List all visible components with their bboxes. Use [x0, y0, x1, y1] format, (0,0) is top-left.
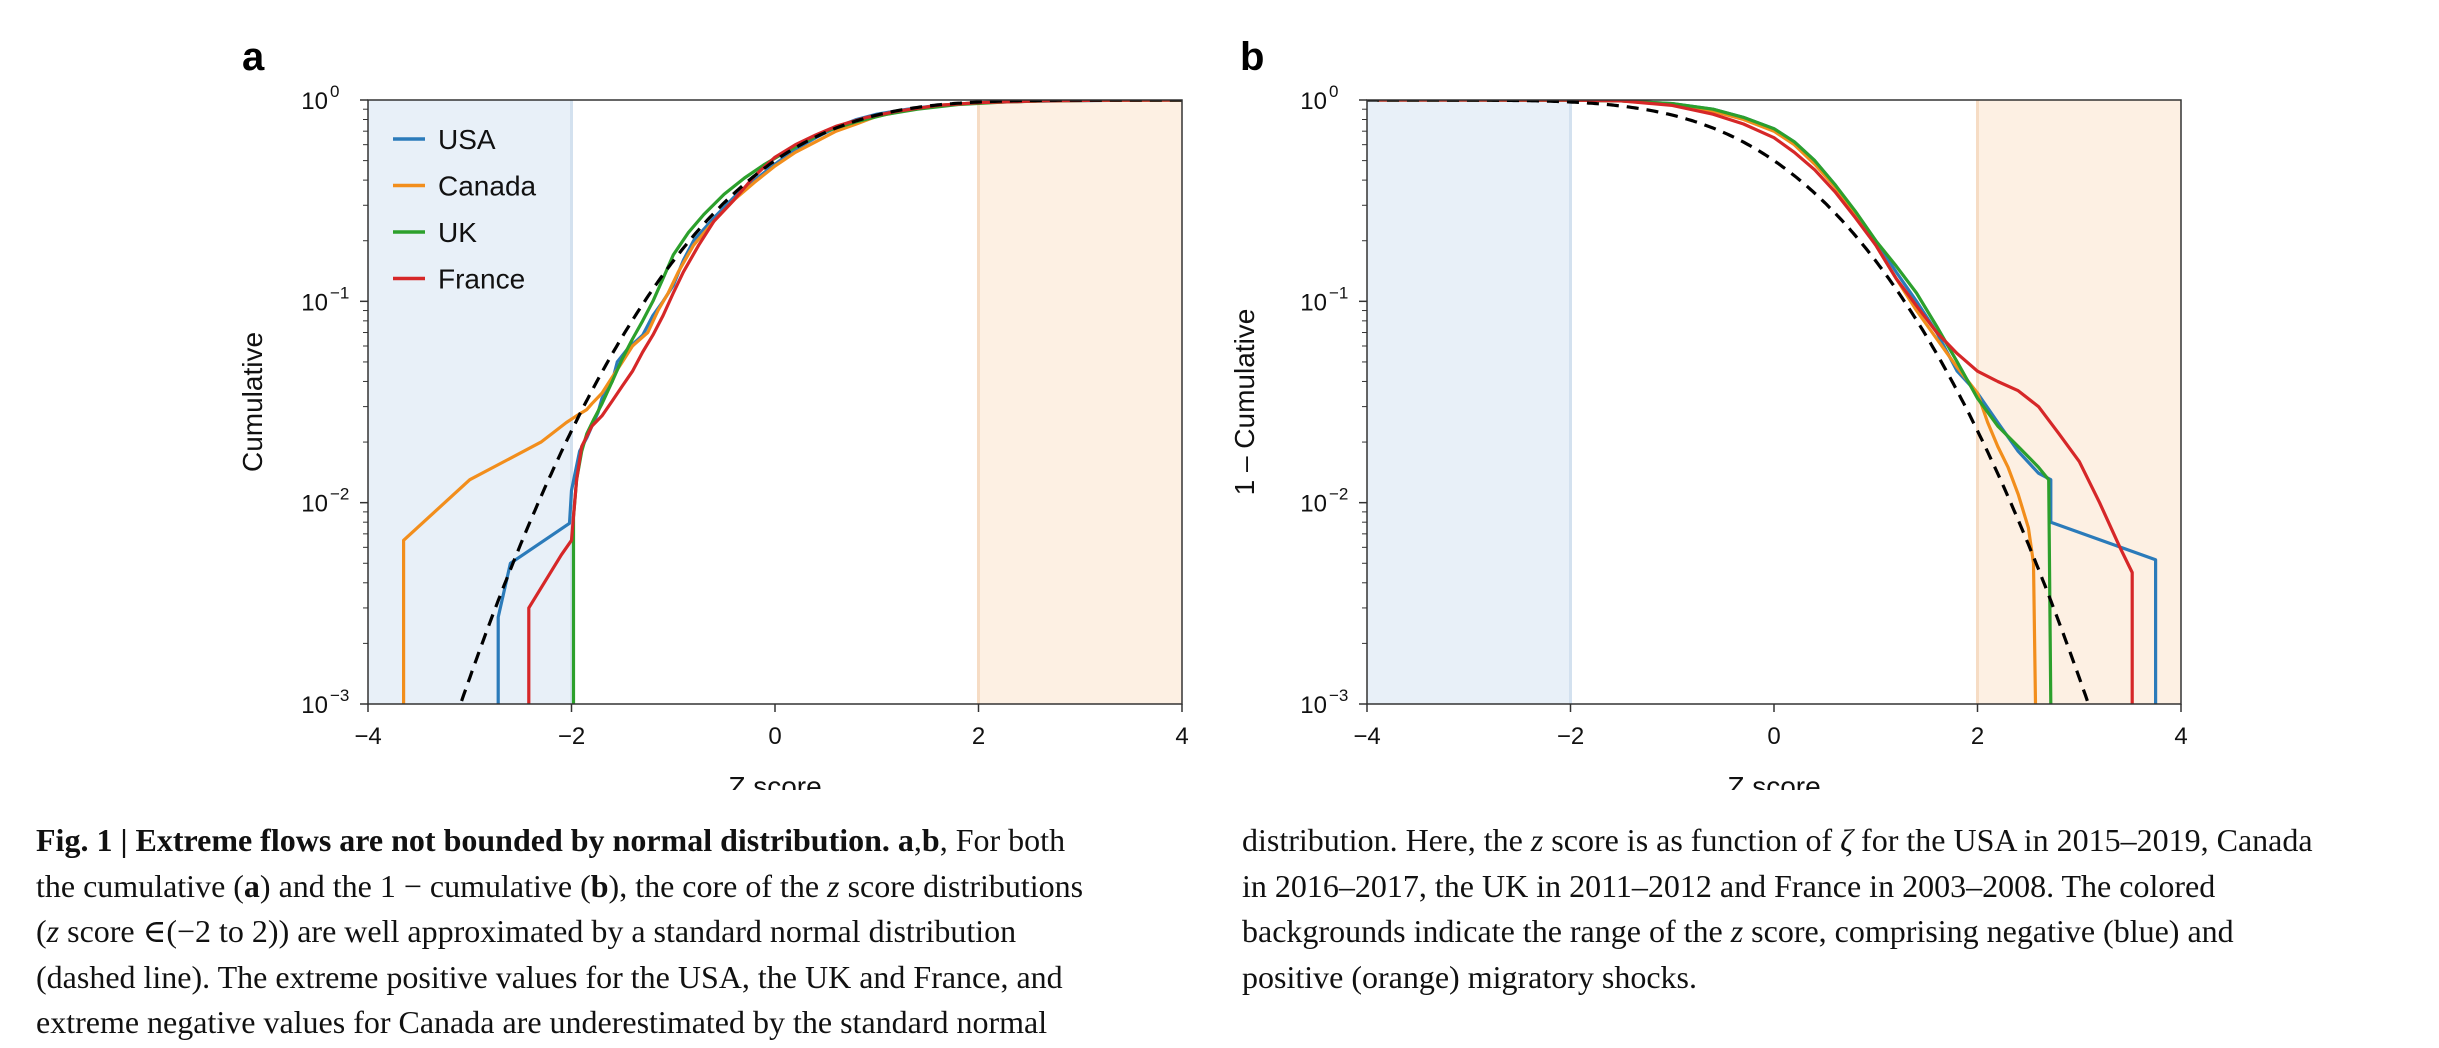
panel-letter-a: a [242, 35, 265, 79]
legend: USA Canada UK France [393, 124, 537, 295]
caption-run: z [1530, 822, 1544, 858]
caption-run: extreme negative values for Canada are u… [36, 1004, 1048, 1040]
y-tick-label: 10 [1300, 88, 1327, 115]
plot-area [1367, 100, 2158, 704]
caption-left: Fig. 1 | Extreme flows are not bounded b… [36, 818, 1236, 1046]
caption-run: b [921, 822, 940, 858]
x-tick-label: 0 [1767, 723, 1780, 750]
caption-run: a [243, 867, 260, 904]
x-tick-label: 4 [1175, 723, 1188, 750]
caption-run: ( [36, 913, 47, 949]
caption-line: in 2016–2017, the UK in 2011–2012 and Fr… [1242, 864, 2422, 910]
legend-label-canada: Canada [438, 171, 537, 202]
y-tick-label: 10 [301, 88, 328, 115]
y-axis-label: Cumulative [237, 332, 268, 472]
y-tick-exponent: −1 [1329, 283, 1348, 302]
y-tick-label: 10 [301, 491, 328, 518]
caption-run: z [827, 867, 840, 904]
caption-run: score distributions [839, 867, 1084, 904]
caption-run: score ∈(−2 to 2)) are well approximated … [59, 913, 1017, 949]
caption-run: score is as function of [1543, 822, 1841, 858]
caption-run: z [46, 913, 60, 949]
shaded-region-positive [1977, 100, 2181, 704]
caption-run: z [1730, 913, 1744, 949]
caption-run: distribution. Here, the [1242, 822, 1531, 858]
caption-run: (dashed line). The extreme positive valu… [36, 958, 1063, 995]
panel-letter-b: b [1240, 35, 1264, 79]
y-tick-label: 10 [1300, 692, 1327, 719]
shaded-region-negative [1367, 100, 1571, 704]
caption-run: , For both [939, 822, 1066, 858]
x-tick-label: −2 [558, 723, 585, 750]
caption-right: distribution. Here, the z score is as fu… [1242, 818, 2422, 1000]
y-tick-exponent: −2 [330, 485, 349, 504]
y-tick-label: 10 [301, 692, 328, 719]
y-tick-label: 10 [1300, 491, 1327, 518]
caption-run: backgrounds indicate the range of the [1242, 913, 1731, 949]
caption-run: , [913, 822, 922, 858]
y-tick-exponent: −3 [1329, 686, 1348, 705]
x-tick-label: 4 [2174, 723, 2187, 750]
caption-line: distribution. Here, the z score is as fu… [1242, 818, 2422, 864]
caption-run: score, comprising negative (blue) and [1743, 913, 2234, 949]
shaded-region-positive [978, 100, 1182, 704]
x-tick-label: −2 [1557, 723, 1584, 750]
x-tick-label: −4 [354, 723, 381, 750]
caption-run: for the USA in 2015–2019, Canada [1853, 822, 2313, 858]
plot-area [402, 100, 1182, 704]
caption-line: (z score ∈(−2 to 2)) are well approximat… [36, 909, 1236, 955]
caption-run: ζ [1840, 822, 1854, 858]
x-axis-label: Z score [728, 771, 821, 790]
caption-line: (dashed line). The extreme positive valu… [36, 955, 1236, 1001]
shaded-region-negative [368, 100, 572, 704]
legend-label-france: France [438, 264, 525, 295]
legend-label-uk: UK [438, 217, 477, 248]
y-tick-exponent: −2 [1329, 485, 1348, 504]
y-axis-label: 1 – Cumulative [1229, 309, 1260, 496]
caption-line: backgrounds indicate the range of the z … [1242, 909, 2422, 955]
caption-run: in 2016–2017, the UK in 2011–2012 and Fr… [1242, 867, 2216, 904]
y-tick-exponent: −1 [330, 283, 349, 302]
caption-run: positive (orange) migratory shocks. [1242, 958, 1697, 995]
series-line-france [1377, 100, 2134, 704]
x-tick-label: 2 [972, 723, 985, 750]
caption-run: b [590, 867, 609, 904]
caption-line: the cumulative (a) and the 1 − cumulativ… [36, 864, 1236, 910]
x-tick-label: 0 [768, 723, 781, 750]
caption-line: extreme negative values for Canada are u… [36, 1000, 1236, 1046]
caption-line: positive (orange) migratory shocks. [1242, 955, 2422, 1001]
y-tick-label: 10 [1300, 289, 1327, 316]
y-tick-exponent: −3 [330, 686, 349, 705]
caption-line: Fig. 1 | Extreme flows are not bounded b… [36, 818, 1236, 864]
x-tick-label: −4 [1353, 723, 1380, 750]
normal-reference-dashed-line [460, 100, 1182, 702]
caption-run: ), the core of the [608, 867, 828, 904]
y-tick-label: 10 [301, 289, 328, 316]
x-tick-label: 2 [1971, 723, 1984, 750]
caption-run: the cumulative ( [36, 867, 244, 904]
caption-run: ) and the 1 − cumulative ( [259, 867, 591, 904]
y-tick-exponent: 0 [330, 82, 339, 101]
y-tick-exponent: 0 [1329, 82, 1338, 101]
legend-label-usa: USA [438, 124, 496, 155]
x-axis-label: Z score [1727, 771, 1820, 790]
caption-run: Fig. 1 | Extreme flows are not bounded b… [36, 822, 914, 858]
